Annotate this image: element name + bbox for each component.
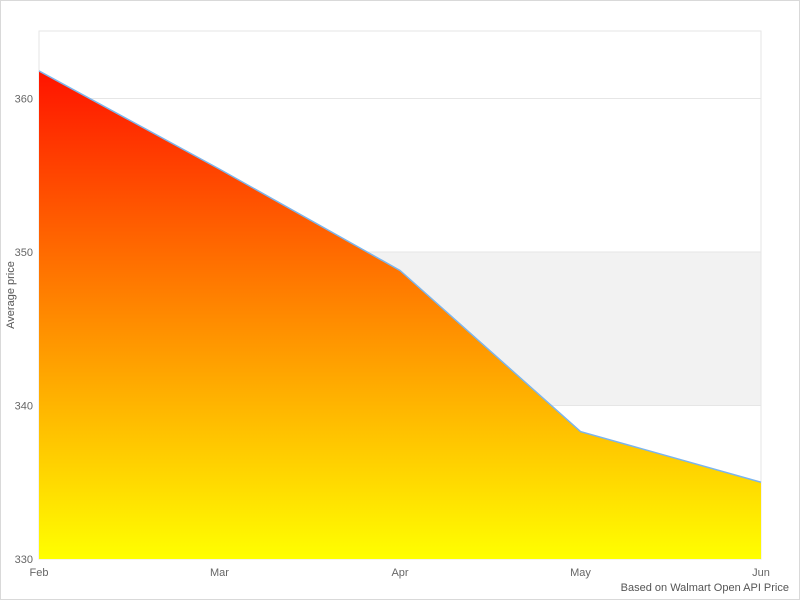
y-tick-label: 340	[15, 401, 33, 413]
chart-credits: Based on Walmart Open API Price	[620, 582, 789, 594]
series-line	[38, 70, 762, 483]
y-tick-label: 330	[15, 554, 33, 566]
x-tick-label: Feb	[30, 567, 49, 579]
area-series	[39, 70, 761, 559]
x-tick-label: Jun	[752, 567, 770, 579]
x-tick-label: May	[570, 567, 591, 579]
x-tick-label: Mar	[210, 567, 229, 579]
y-tick-label: 360	[15, 94, 33, 106]
y-tick-label: 350	[15, 247, 33, 259]
y-axis-title: Average price	[5, 261, 17, 329]
x-tick-label: Apr	[391, 567, 408, 579]
